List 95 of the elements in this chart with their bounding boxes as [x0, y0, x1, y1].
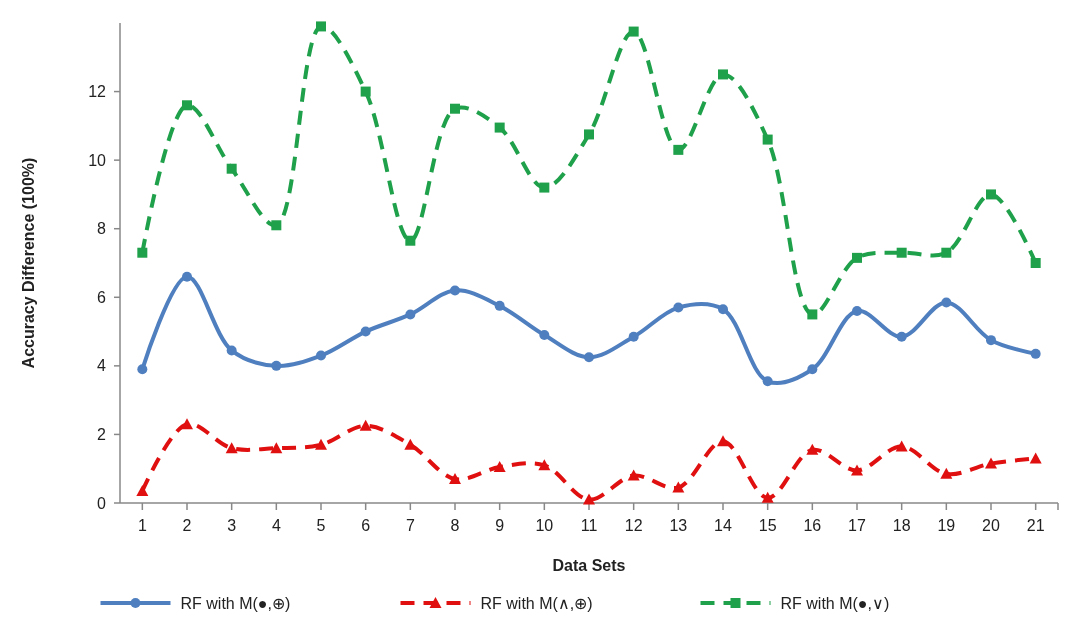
point [896, 331, 907, 342]
x-tick-label: 11 [580, 517, 598, 534]
point [539, 330, 550, 340]
point [1030, 348, 1041, 359]
point [584, 352, 594, 363]
point [673, 302, 684, 313]
point [1030, 258, 1041, 268]
x-tick-label: 17 [848, 517, 866, 534]
point [182, 100, 192, 111]
point [673, 144, 684, 155]
legend-label: RF with M(∧,⊕) [480, 594, 593, 612]
x-tick-label: 5 [316, 517, 326, 534]
point [807, 364, 818, 375]
point [627, 469, 640, 481]
point [807, 309, 818, 320]
legend-label: RF with M(●,⊕) [180, 594, 291, 612]
point [315, 438, 327, 450]
y-tick-label: 0 [97, 494, 107, 512]
point [360, 326, 371, 337]
x-tick-label: 18 [892, 517, 911, 534]
point [405, 309, 416, 320]
point [449, 473, 461, 484]
y-tick-label: 2 [97, 426, 107, 444]
point [672, 481, 685, 493]
point [761, 491, 774, 503]
x-tick-label: 15 [758, 517, 777, 534]
point [538, 459, 551, 471]
point [493, 461, 506, 472]
point [494, 122, 505, 133]
point [584, 129, 594, 140]
point [316, 350, 326, 361]
x-tick-label: 13 [669, 517, 688, 534]
x-tick-label: 2 [182, 517, 192, 534]
x-tick-label: 20 [982, 517, 1000, 534]
point [628, 26, 639, 37]
x-tick-label: 7 [405, 517, 415, 534]
point [762, 376, 773, 387]
point [806, 443, 819, 455]
point [360, 86, 371, 97]
point [270, 442, 283, 454]
point [852, 252, 862, 263]
point [181, 418, 193, 430]
x-tick-label: 12 [624, 517, 643, 534]
x-tick-label: 19 [937, 517, 956, 534]
point [226, 345, 237, 356]
x-tick-label: 1 [137, 517, 147, 534]
point [137, 364, 148, 375]
x-tick-label: 14 [714, 517, 732, 534]
legend-label: RF with M(●,∨) [780, 594, 890, 612]
x-tick-label: 6 [361, 517, 371, 534]
point [494, 300, 505, 311]
point [986, 189, 996, 200]
y-tick-label: 4 [97, 357, 107, 375]
y-tick-label: 12 [88, 83, 107, 101]
point [271, 360, 282, 371]
x-axis-title: Data Sets [552, 557, 626, 574]
x-tick-label: 21 [1026, 517, 1045, 534]
point [895, 440, 908, 452]
x-tick-label: 3 [227, 517, 237, 534]
point [851, 464, 863, 476]
x-tick-label: 4 [271, 517, 281, 534]
y-tick-label: 8 [97, 220, 107, 238]
point [136, 485, 149, 496]
point [718, 304, 728, 315]
point [450, 285, 460, 296]
point [271, 220, 282, 231]
y-tick-label: 10 [88, 151, 107, 169]
point [450, 103, 460, 114]
point [940, 467, 953, 479]
point [941, 247, 952, 258]
point [359, 419, 372, 431]
x-tick-label: 16 [803, 517, 822, 534]
point [182, 271, 192, 282]
x-tick-label: 9 [495, 517, 505, 534]
x-tick-label: 10 [535, 517, 554, 534]
point [137, 247, 148, 258]
point [316, 21, 326, 32]
point [225, 442, 238, 454]
x-tick-label: 8 [450, 517, 460, 534]
point [941, 297, 952, 308]
point [718, 69, 728, 80]
point [226, 163, 237, 174]
point [583, 493, 595, 505]
point [405, 235, 416, 246]
point [762, 134, 773, 145]
y-axis-title: Accuracy Difference (100%) [20, 157, 37, 369]
point [628, 331, 639, 342]
point [986, 335, 996, 346]
point [985, 457, 997, 469]
point [896, 247, 907, 258]
point [539, 182, 550, 193]
point [1029, 452, 1042, 464]
point [717, 435, 729, 447]
point [852, 306, 862, 316]
y-tick-label: 6 [97, 288, 107, 306]
